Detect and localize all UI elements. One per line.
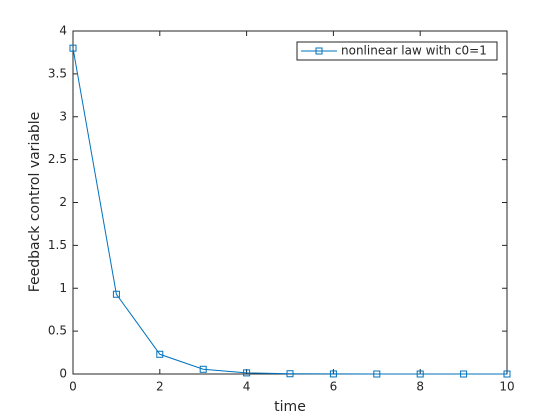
marker xyxy=(329,370,337,378)
marker xyxy=(373,370,381,378)
legend-marker xyxy=(315,47,323,55)
x-tick-label: 2 xyxy=(156,380,164,394)
x-tick-label: 0 xyxy=(69,380,77,394)
marker xyxy=(199,365,207,373)
y-tick-label: 2.5 xyxy=(48,152,67,166)
legend-label: nonlinear law with c0=1 xyxy=(341,44,487,58)
marker xyxy=(286,370,294,378)
marker xyxy=(503,370,511,378)
marker xyxy=(69,44,77,52)
y-tick-label: 1.5 xyxy=(48,238,67,252)
y-tick-label: 2 xyxy=(59,195,67,209)
legend-box xyxy=(296,41,498,61)
x-tick-label: 8 xyxy=(416,380,424,394)
y-tick-label: 1 xyxy=(59,281,67,295)
line xyxy=(72,48,507,375)
x-tick-label: 4 xyxy=(243,380,251,394)
y-axis-title: Feedback control variable xyxy=(27,112,43,293)
marker xyxy=(460,370,468,378)
y-tick-label: 0.5 xyxy=(48,324,67,338)
x-tick-label: 6 xyxy=(330,380,338,394)
x-axis-title: time xyxy=(274,399,306,415)
marker xyxy=(243,369,251,377)
y-tick-label: 4 xyxy=(59,24,67,38)
marker xyxy=(112,290,120,298)
y-tick-label: 0 xyxy=(59,367,67,381)
y-tick-label: 3.5 xyxy=(48,66,67,80)
x-tick-label: 10 xyxy=(499,380,514,394)
y-tick-label: 3 xyxy=(59,109,67,123)
marker xyxy=(416,370,424,378)
marker xyxy=(156,350,164,358)
